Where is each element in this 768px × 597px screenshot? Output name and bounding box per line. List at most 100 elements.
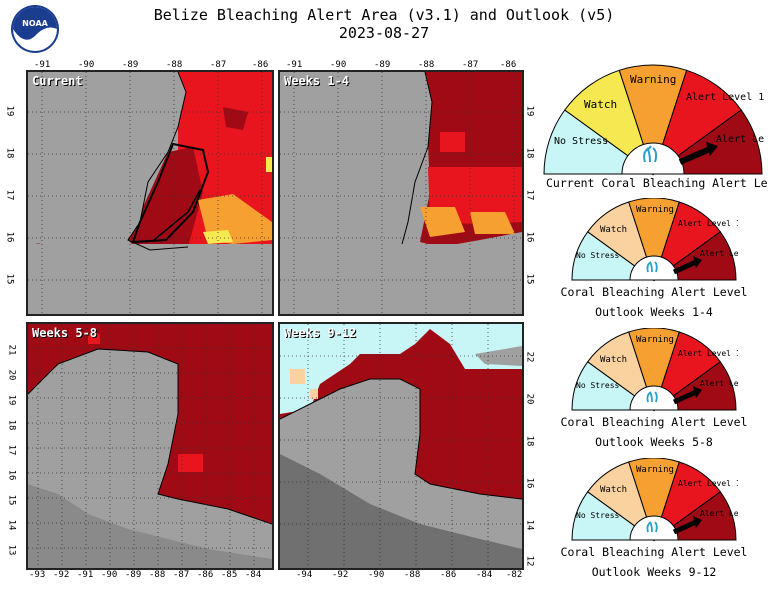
coral-icon	[646, 391, 658, 403]
gauge-label-warning: Warning	[636, 465, 674, 475]
lat-tick: 15	[6, 494, 17, 506]
coral-icon	[646, 261, 658, 273]
lat-tick: 18	[524, 435, 535, 447]
lat-tick: 16	[6, 469, 17, 481]
map-date: 2023-08-27	[338, 24, 430, 42]
gauge-caption-current: Current Coral Bleaching Alert Level	[546, 176, 768, 190]
grid-weeks-5-8	[28, 324, 272, 568]
gauge-label-warning: Warning	[636, 205, 674, 215]
lon-tick: -92	[332, 570, 349, 580]
lat-tick: 19	[4, 105, 15, 117]
lat-tick: 13	[6, 544, 17, 556]
lon-tick: -91	[34, 60, 51, 70]
panel-label-weeks-1-4: Weeks 1-4	[284, 74, 350, 88]
panel-label-weeks-9-12: Weeks 9-12	[284, 326, 357, 340]
lon-tick: -89	[122, 60, 139, 70]
lat-tick: 17	[524, 189, 535, 201]
lat-tick: 16	[4, 231, 15, 243]
lon-tick: -88	[418, 60, 435, 70]
lat-tick: 16	[524, 231, 535, 243]
lon-tick: -84	[476, 570, 493, 580]
lon-tick: -85	[221, 570, 238, 580]
lon-tick: -90	[101, 570, 118, 580]
lat-tick: 14	[524, 519, 535, 531]
lon-tick: -87	[462, 60, 479, 70]
lon-tick: -86	[500, 60, 517, 70]
gauge-label-watch: Watch	[600, 485, 627, 495]
lon-tick: -82	[506, 570, 523, 580]
gauge-label-watch: Watch	[584, 98, 617, 111]
lat-tick: 22	[524, 351, 535, 363]
lon-tick: -86	[252, 60, 269, 70]
logo-text: NOAA	[22, 19, 48, 28]
gauge-caption-weeks-9-12: Coral Bleaching Alert Level	[560, 545, 748, 559]
gauge-label-alert1: Alert Level 1	[678, 479, 738, 488]
lon-tick: -88	[149, 570, 166, 580]
lon-tick: -87	[210, 60, 227, 70]
map-weeks-9-12	[280, 324, 522, 568]
lat-tick: 17	[6, 444, 17, 456]
lat-tick: 19	[6, 394, 17, 406]
lat-tick: 18	[4, 147, 15, 159]
gauge-label-alert1: Alert Level 1	[678, 349, 738, 358]
gauge-subcaption-weeks-9-12: Outlook Weeks 9-12	[591, 565, 717, 579]
map-weeks-5-8	[28, 324, 272, 568]
gauge-needle	[672, 259, 698, 275]
grid-weeks-1-4	[280, 72, 522, 314]
lon-tick: -86	[440, 570, 457, 580]
gauge-label-alert1: Alert Level 1	[678, 219, 738, 228]
gauge-weeks-1-4: No Stress Watch Warning Alert Level 1 Al…	[571, 198, 738, 282]
lat-tick: 16	[524, 477, 535, 489]
map-weeks-1-4	[280, 72, 522, 314]
coral-icon	[646, 521, 658, 533]
lat-tick: 20	[524, 393, 535, 405]
gauge-label-alert2: Alert Level 2	[700, 379, 738, 388]
gauge-needle	[678, 146, 712, 165]
lon-tick: -84	[245, 570, 262, 580]
lon-tick: -89	[125, 570, 142, 580]
lon-tick: -88	[166, 60, 183, 70]
gauge-needle	[672, 519, 698, 535]
lon-tick: -94	[296, 570, 313, 580]
lon-tick: -90	[330, 60, 347, 70]
lon-tick: -87	[173, 570, 190, 580]
lat-tick: 14	[6, 519, 17, 531]
lat-tick: 18	[6, 419, 17, 431]
gauge-label-no-stress: No Stress	[554, 136, 608, 147]
gauge-caption-weeks-5-8: Coral Bleaching Alert Level	[560, 415, 748, 429]
gauge-label-alert2: Alert Level 2	[700, 509, 738, 518]
gauge-caption-weeks-1-4: Coral Bleaching Alert Level	[560, 285, 748, 299]
gauge-needle	[672, 389, 698, 405]
lon-tick: -86	[197, 570, 214, 580]
lat-tick: 12	[524, 555, 535, 567]
gauge-label-warning: Warning	[630, 73, 676, 86]
noaa-logo: NOAA	[11, 5, 59, 53]
map-title: Belize Bleaching Alert Area (v3.1) and O…	[153, 6, 615, 24]
gauge-label-no-stress: No Stress	[576, 251, 620, 260]
lat-tick: 19	[524, 105, 535, 117]
lon-tick: -92	[53, 570, 70, 580]
lon-tick: -91	[77, 570, 94, 580]
lon-tick: -89	[374, 60, 391, 70]
gauge-label-warning: Warning	[636, 335, 674, 345]
map-panel-weeks-9-12: Weeks 9-12	[278, 322, 524, 570]
gauge-current: No Stress Watch Warning Alert Level 1 Al…	[543, 64, 764, 176]
gauge-label-no-stress: No Stress	[576, 381, 620, 390]
lat-tick: 18	[524, 147, 535, 159]
gauge-label-watch: Watch	[600, 225, 627, 235]
map-panel-weeks-1-4: Weeks 1-4	[278, 70, 524, 316]
lat-tick: 15	[524, 273, 535, 285]
lat-tick: 21	[6, 344, 17, 356]
lon-tick: -90	[368, 570, 385, 580]
grid-weeks-9-12	[280, 324, 522, 568]
map-panel-current: Current	[26, 70, 274, 316]
gauge-subcaption-weeks-5-8: Outlook Weeks 5-8	[595, 435, 713, 449]
lon-tick: -91	[286, 60, 303, 70]
lon-tick: -93	[29, 570, 46, 580]
lat-tick: 15	[4, 273, 15, 285]
gauge-weeks-5-8: No Stress Watch Warning Alert Level 1 Al…	[571, 328, 738, 412]
lat-tick: 17	[4, 189, 15, 201]
gauge-label-watch: Watch	[600, 355, 627, 365]
lon-tick: -90	[78, 60, 95, 70]
gauge-label-alert2: Alert Level 2	[716, 134, 764, 145]
